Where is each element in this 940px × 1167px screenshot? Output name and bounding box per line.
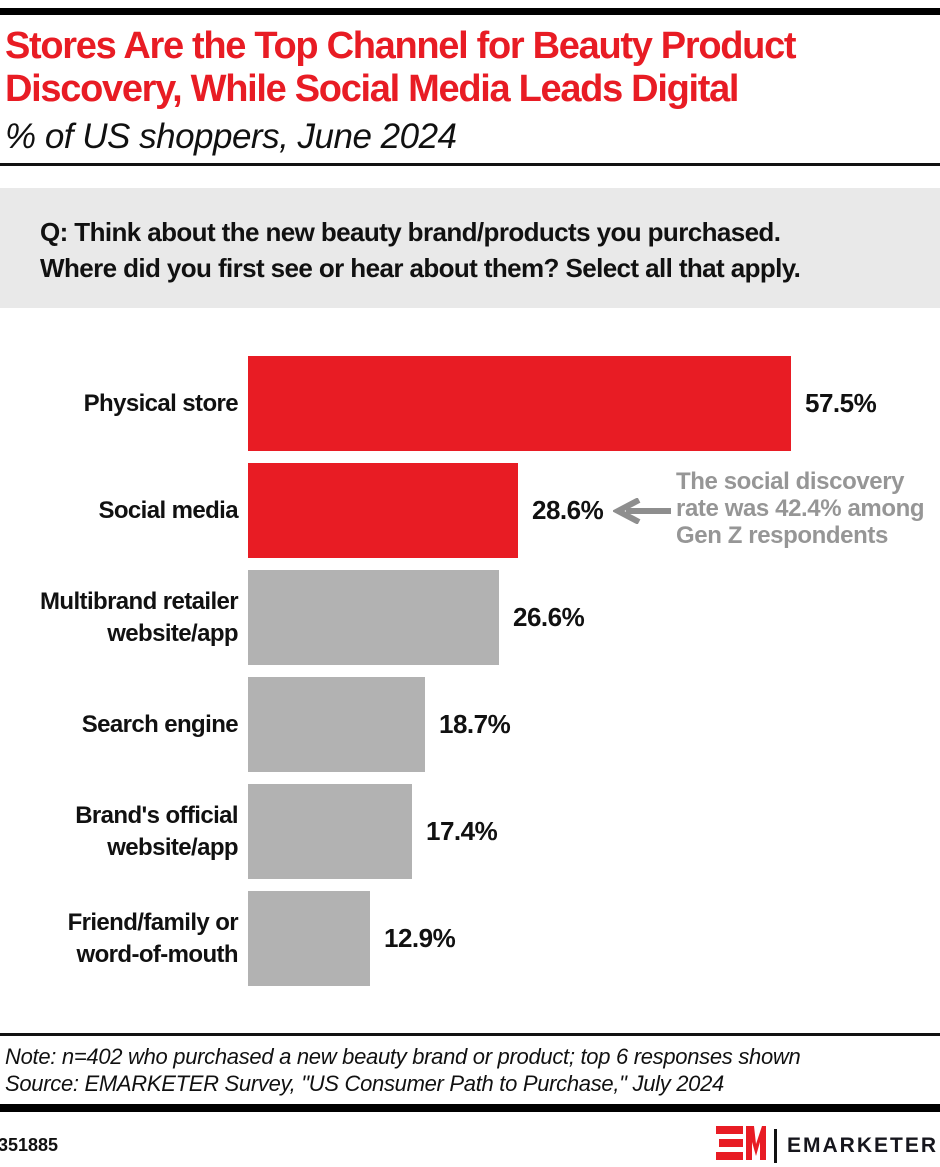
- footnote: Note: n=402 who purchased a new beauty b…: [0, 1036, 940, 1097]
- source-text: Source: EMARKETER Survey, "US Consumer P…: [5, 1071, 724, 1096]
- annotation-text: The social discovery rate was 42.4% amon…: [676, 468, 925, 549]
- bar-zone: 17.4%: [248, 784, 940, 879]
- chart-subtitle: % of US shoppers, June 2024: [5, 117, 457, 156]
- category-label: Social media: [98, 496, 238, 524]
- chart-id: 351885: [0, 1135, 59, 1155]
- category-label: Search engine: [81, 710, 239, 738]
- footer: 351885 EMARKETER: [0, 1124, 940, 1167]
- bar-zone: 28.6%: [248, 463, 940, 558]
- category-label: Brand's official website/app: [75, 801, 238, 861]
- note-text: Note: n=402 who purchased a new beauty b…: [5, 1044, 801, 1069]
- bar: [248, 891, 370, 986]
- survey-question-line2: Where did you first see or hear about th…: [40, 253, 801, 283]
- category-label: Multibrand retailer website/app: [40, 587, 239, 647]
- bar-zone: 57.5%: [248, 356, 940, 451]
- category-label: Physical store: [83, 389, 239, 417]
- bar-chart: Physical store 57.5% Social media 28.6% …: [0, 356, 940, 986]
- survey-question-line1: Q: Think about the new beauty brand/prod…: [40, 217, 781, 247]
- value-label: 57.5%: [805, 388, 877, 418]
- footnote-divider: [0, 1033, 940, 1036]
- bar-chart-rows: Physical store 57.5% Social media 28.6% …: [0, 356, 940, 986]
- chart-row: Brand's official website/app 17.4%: [0, 784, 940, 879]
- value-label: 18.7%: [439, 709, 511, 739]
- annotation-arrow-icon: [611, 497, 673, 529]
- survey-question-box: Q: Think about the new beauty brand/prod…: [0, 188, 940, 308]
- brand-logo: EMARKETER: [715, 1124, 938, 1167]
- bar-zone: 26.6%: [248, 570, 940, 665]
- top-black-bar: [0, 8, 940, 15]
- bar-zone: 12.9%: [248, 891, 940, 986]
- bar-zone: 18.7%: [248, 677, 940, 772]
- bar: [248, 463, 518, 558]
- chart-title: Stores Are the Top Channel for Beauty Pr…: [5, 25, 935, 111]
- bar: [248, 570, 499, 665]
- chart-row: Social media 28.6%: [0, 463, 940, 558]
- chart-row: Search engine 18.7%: [0, 677, 940, 772]
- value-label: 26.6%: [513, 602, 585, 632]
- logo-divider: [773, 1128, 777, 1163]
- value-label: 17.4%: [426, 816, 498, 846]
- emarketer-logo-mark-icon: [715, 1124, 766, 1167]
- bar: [248, 784, 412, 879]
- infographic-page: Stores Are the Top Channel for Beauty Pr…: [0, 8, 940, 1163]
- value-label: 12.9%: [384, 923, 456, 953]
- chart-row: Friend/family or word-of-mouth 12.9%: [0, 891, 940, 986]
- value-label: 28.6%: [532, 495, 604, 525]
- chart-row: Multibrand retailer website/app 26.6%: [0, 570, 940, 665]
- header-divider: [0, 163, 940, 166]
- bar: [248, 356, 791, 451]
- bar: [248, 677, 425, 772]
- category-label: Friend/family or word-of-mouth: [67, 908, 239, 968]
- chart-title-line1: Stores Are the Top Channel for Beauty Pr…: [5, 25, 797, 67]
- header: Stores Are the Top Channel for Beauty Pr…: [0, 25, 940, 157]
- chart-title-line2: Discovery, While Social Media Leads Digi…: [5, 68, 740, 110]
- brand-wordmark: EMARKETER: [786, 1133, 938, 1157]
- chart-row: Physical store 57.5%: [0, 356, 940, 451]
- bottom-black-bar: [0, 1104, 940, 1112]
